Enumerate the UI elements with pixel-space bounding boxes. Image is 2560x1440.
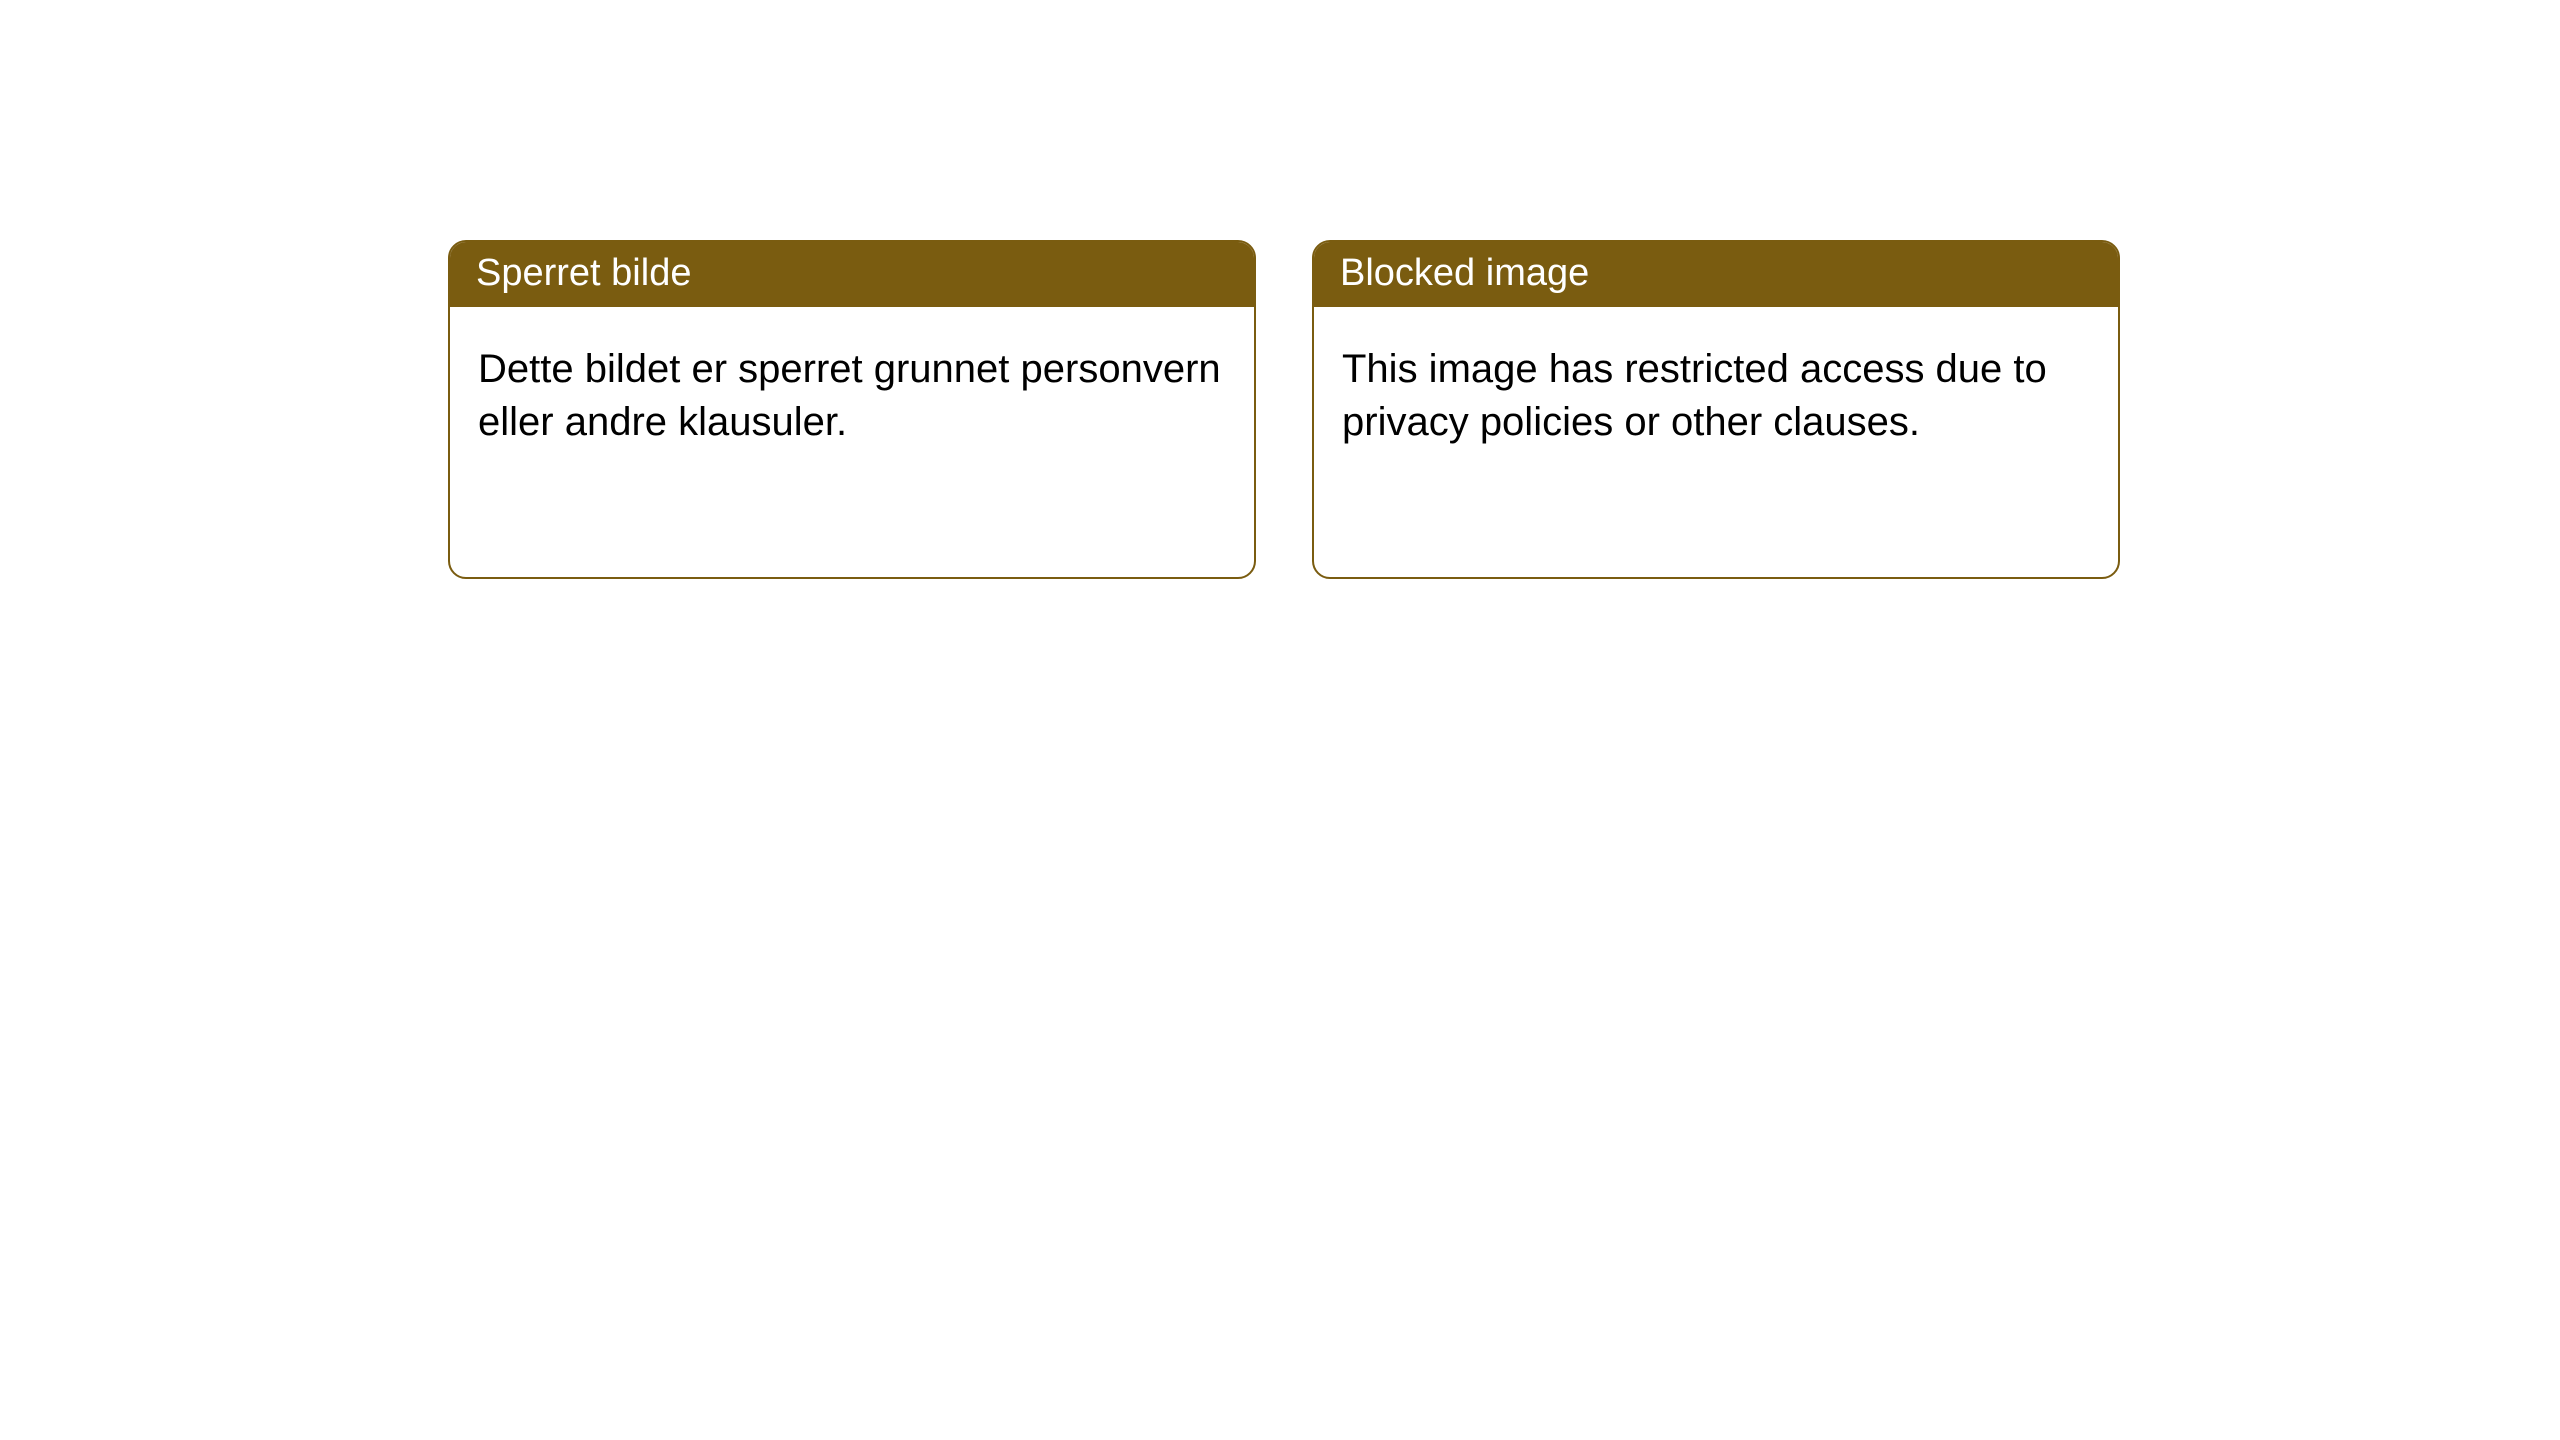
card-header: Sperret bilde bbox=[450, 242, 1254, 307]
card-body: Dette bildet er sperret grunnet personve… bbox=[450, 307, 1254, 577]
card-body-text: Dette bildet er sperret grunnet personve… bbox=[478, 347, 1221, 444]
card-title: Blocked image bbox=[1340, 252, 1589, 294]
blocked-image-card-no: Sperret bilde Dette bildet er sperret gr… bbox=[448, 240, 1256, 579]
blocked-image-card-en: Blocked image This image has restricted … bbox=[1312, 240, 2120, 579]
card-body: This image has restricted access due to … bbox=[1314, 307, 2118, 577]
notice-container: Sperret bilde Dette bildet er sperret gr… bbox=[0, 0, 2560, 579]
card-header: Blocked image bbox=[1314, 242, 2118, 307]
card-title: Sperret bilde bbox=[476, 252, 691, 294]
card-body-text: This image has restricted access due to … bbox=[1342, 347, 2047, 444]
